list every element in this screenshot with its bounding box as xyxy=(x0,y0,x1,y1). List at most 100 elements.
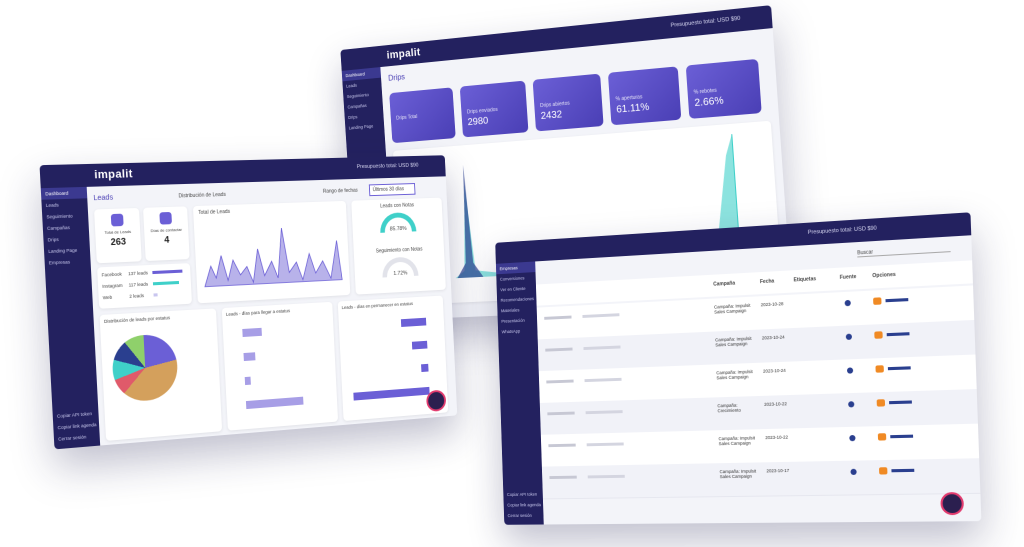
area xyxy=(202,226,342,287)
main: Buscar Campaña Fecha Etiquetas Fuente Opcion… xyxy=(535,235,981,524)
budget: Presupuesto total: USD $90 xyxy=(356,162,419,171)
source-name: Instagram xyxy=(102,282,123,289)
kpi-label: Drips abiertos xyxy=(539,100,570,110)
kpi-label: Drips enviados xyxy=(466,106,498,116)
source-row: Instagram 117 leads xyxy=(102,279,189,289)
campaign-cell: Campaña: Impulsit Sales Campaign xyxy=(716,369,753,381)
bar xyxy=(242,327,262,338)
gauge-label: Leads con Notas xyxy=(380,202,415,210)
date-cell: 2023-10-28 xyxy=(760,301,784,308)
campaign-cell: Campaña: Impulsit Sales Campaign xyxy=(719,468,757,480)
sources: Facebook 137 leads Instagram 117 leads Web 2 … xyxy=(97,263,192,309)
nav-item[interactable]: Landing Page xyxy=(348,123,374,131)
action-icons xyxy=(890,434,914,439)
source-bar xyxy=(152,280,180,286)
source-row: Facebook 137 leads xyxy=(101,268,188,278)
nav-item[interactable]: Copiar link agenda xyxy=(507,502,541,508)
voice-button[interactable] xyxy=(940,491,965,516)
panel-title: Leads - días para llegar a estatus xyxy=(225,308,291,317)
action-button[interactable] xyxy=(878,467,888,475)
kpi-label: Total de Leads xyxy=(104,228,132,235)
date-cell: 2023-10-24 xyxy=(761,334,785,341)
search[interactable]: Buscar xyxy=(857,244,951,258)
source-bar xyxy=(152,269,183,275)
source-icon xyxy=(849,434,856,442)
source-row: Web 2 leads xyxy=(102,291,190,301)
source-icon xyxy=(845,333,853,341)
source-name: Facebook xyxy=(101,271,122,278)
subtitle: Distribución de Leads xyxy=(178,191,227,200)
name-cell xyxy=(547,411,575,416)
nav-item[interactable]: Copiar API token xyxy=(506,491,538,497)
budget: Presupuesto total: USD $90 xyxy=(670,15,741,29)
column-header: Campaña xyxy=(713,280,736,288)
kpi-value: 263 xyxy=(110,236,127,248)
gauge-value: 85.78% xyxy=(389,225,407,233)
action-button[interactable] xyxy=(874,331,883,339)
bar xyxy=(400,317,427,327)
kpi-value: 2.66% xyxy=(694,95,724,110)
date-cell: 2023-10-24 xyxy=(762,367,786,374)
bar xyxy=(353,386,430,401)
action-icons xyxy=(887,366,911,371)
name-cell xyxy=(548,443,576,448)
date-cell: 2023-10-22 xyxy=(765,434,789,441)
name-cell xyxy=(549,475,577,480)
email-cell xyxy=(587,474,625,479)
source-icon xyxy=(850,468,857,476)
chart-panel: Leads - días para llegar a estatus xyxy=(221,301,339,431)
column-header: Etiquetas xyxy=(793,276,817,284)
kpi-card: Drips Total xyxy=(389,87,456,144)
action-button[interactable] xyxy=(876,399,886,407)
gauge-label: Seguimiento con Notas xyxy=(375,246,423,255)
campaign-cell: Campaña: Impulsit Sales Campaign xyxy=(718,435,756,447)
kpi-label: Drips Total xyxy=(396,113,418,122)
name-cell xyxy=(546,379,574,384)
panel-title: Leads - días en permanecer en estatus xyxy=(341,301,414,311)
leads-chart: Total de Leads xyxy=(192,200,351,304)
source-name: Web xyxy=(102,294,113,301)
brand: impalit xyxy=(386,46,421,62)
email-cell xyxy=(583,345,621,351)
kpi-label: % aperturas xyxy=(615,94,643,103)
action-button[interactable] xyxy=(873,297,882,305)
campaign-cell: Campaña: Impulsit Sales Campaign xyxy=(715,335,752,348)
action-icons xyxy=(889,400,912,405)
leads-window: impalit Presupuesto total: USD $90 Dashb… xyxy=(39,155,458,450)
nav-item[interactable]: Cerrar sesión xyxy=(58,434,87,442)
bar xyxy=(412,340,428,350)
campaign-cell: Campaña: Impulsit Sales Campaign xyxy=(713,302,751,315)
kpi-value: 2980 xyxy=(467,115,489,129)
date-cell: 2023-10-17 xyxy=(766,467,790,474)
date-range[interactable]: Últimos 30 días xyxy=(368,183,416,197)
panel-title: Distribución de leads por estatus xyxy=(103,315,171,325)
table-row: Campaña: Impulsit Sales Campaign 2023-10-… xyxy=(541,458,981,500)
email-cell xyxy=(584,377,622,383)
action-button[interactable] xyxy=(877,433,887,441)
brand: impalit xyxy=(94,168,134,182)
chart-title: Total de Leads xyxy=(198,208,231,217)
gauge-value: 1.72% xyxy=(393,270,408,277)
source-count: 117 leads xyxy=(128,281,149,288)
kpi-label: Días de contactar xyxy=(150,226,183,234)
action-button[interactable] xyxy=(875,365,884,373)
bar xyxy=(243,352,256,362)
kpi-icon xyxy=(159,211,172,225)
action-icons xyxy=(886,332,910,337)
nav-item[interactable]: Empresas xyxy=(48,259,71,266)
nav-item[interactable]: Cerrar sesión xyxy=(507,513,532,519)
line-chart xyxy=(193,201,350,303)
column-header: Opciones xyxy=(872,271,896,280)
email-cell xyxy=(586,442,624,447)
name-cell xyxy=(545,347,573,352)
source-bar xyxy=(153,293,158,297)
kpi-card: Días de contactar 4 xyxy=(143,206,190,262)
kpi-card: Drips abiertos 2432 xyxy=(532,73,604,132)
kpi-value: 4 xyxy=(164,234,170,245)
email-cell xyxy=(582,313,620,318)
nav-item[interactable]: WhatsApp xyxy=(501,328,521,335)
name-cell xyxy=(544,315,572,320)
source-icon xyxy=(846,367,854,374)
kpi-label: % rebotes xyxy=(693,87,718,96)
